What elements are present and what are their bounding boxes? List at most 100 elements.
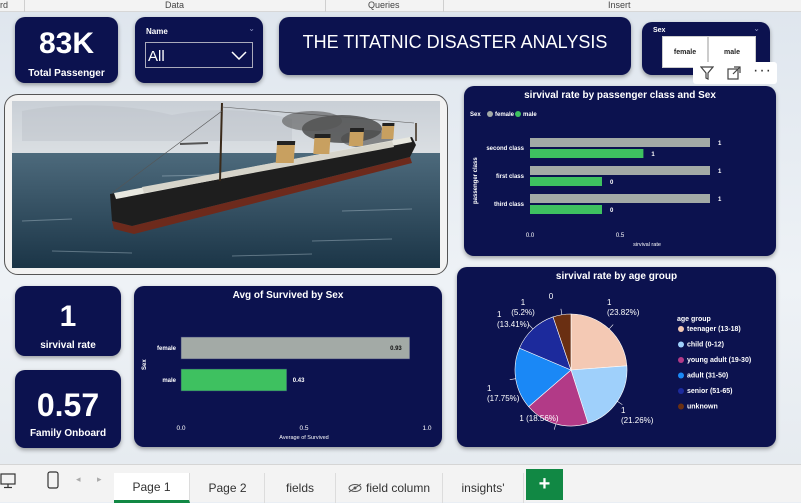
slicer-collapse-icon[interactable]: ⌄ xyxy=(248,24,255,33)
data-label: 1 (18.56%) xyxy=(519,414,558,423)
ribbon: rd Data Queries Insert xyxy=(0,0,801,12)
legend-title: Sex xyxy=(470,112,481,118)
tab-field-column-label: field column xyxy=(365,481,431,495)
tab-insights[interactable]: insights' xyxy=(443,473,524,503)
data-label: 1 xyxy=(651,152,655,158)
name-slicer-label: Name xyxy=(146,27,168,36)
y-axis-title: passenger class xyxy=(473,157,479,204)
x-tick-label: 0.5 xyxy=(299,425,308,432)
bar-female[interactable] xyxy=(530,138,710,147)
pie-slice[interactable] xyxy=(552,313,572,371)
bar-male[interactable] xyxy=(530,149,644,158)
tab-page-1[interactable]: Page 1 xyxy=(114,473,190,503)
sex-slicer-label: Sex xyxy=(653,27,666,34)
bar-male[interactable] xyxy=(180,368,288,392)
y-tick-label: male xyxy=(162,378,176,384)
leader-line xyxy=(560,308,563,315)
report-title: THE TITATNIC DISASTER ANALYSIS xyxy=(302,32,608,52)
kpi-family-onboard-card[interactable]: 0.57 Family Onboard xyxy=(15,370,121,448)
mobile-view-icon[interactable] xyxy=(47,471,59,489)
data-label: 1 xyxy=(718,197,722,203)
avg-survived-chart-card[interactable]: Avg of Survived by Sex Sex female 0.93 mal… xyxy=(134,286,442,447)
x-tick-label: 0.0 xyxy=(526,233,535,239)
x-tick-label: 0.0 xyxy=(176,425,185,432)
kpi-total-passenger-card[interactable]: 83K Total Passenger xyxy=(15,17,118,83)
legend-female-label: female xyxy=(495,112,515,118)
leader-line xyxy=(608,324,614,330)
data-label: 1 xyxy=(718,141,722,147)
y-tick-label: third class xyxy=(494,202,525,208)
slicer-collapse-icon[interactable]: ⌄ xyxy=(753,24,760,33)
legend-label: teenager (13-18) xyxy=(687,326,741,333)
data-label: 1 xyxy=(607,298,612,307)
data-label: 1 xyxy=(718,169,722,175)
leader-line xyxy=(528,324,534,330)
bar-male[interactable] xyxy=(530,205,602,214)
legend-male-label: male xyxy=(523,112,537,118)
kpi-total-passenger-value: 83K xyxy=(38,27,95,60)
ribbon-queries-group[interactable]: Queries xyxy=(368,0,400,10)
leader-line xyxy=(617,401,623,405)
data-label: 1 xyxy=(497,310,502,319)
leader-line xyxy=(553,423,557,430)
name-dropdown[interactable]: All xyxy=(145,42,253,68)
legend-label: senior (51-65) xyxy=(687,388,733,395)
kpi-survival-rate-card[interactable]: 1 sirvival rate xyxy=(15,286,121,356)
legend-male-marker xyxy=(515,111,521,117)
data-label: (5.2%) xyxy=(511,308,535,317)
desktop-view-icon[interactable] xyxy=(0,473,18,489)
more-options-icon[interactable]: ··· xyxy=(753,62,772,79)
visual-header: ··· xyxy=(693,62,777,84)
sex-slicer[interactable]: Sex ⌄ female male xyxy=(642,22,770,75)
bar-male[interactable] xyxy=(530,177,602,186)
age-group-pie-chart: 1(23.82%)1(21.26%)1 (18.56%)1(17.75%)1(1… xyxy=(487,292,751,430)
age-group-pie-card[interactable]: sirvival rate by age group 1 (23.82%) 1 (21… xyxy=(457,267,776,447)
data-label: 1 xyxy=(487,384,492,393)
chart-title: sirvival rate by passenger class and Sex xyxy=(524,90,716,101)
name-slicer[interactable]: Name ⌄ All xyxy=(135,17,263,83)
pie-slice[interactable] xyxy=(570,365,628,424)
x-tick-label: 0.5 xyxy=(616,233,625,239)
ribbon-fragment: rd xyxy=(0,0,9,10)
kpi-survival-rate-value: 1 xyxy=(59,300,77,333)
legend-marker xyxy=(678,403,684,410)
tab-fields[interactable]: fields xyxy=(265,473,336,503)
focus-mode-icon[interactable] xyxy=(727,66,741,80)
tab-scroll-right-icon[interactable]: ▸ xyxy=(97,474,102,484)
bar-female[interactable] xyxy=(530,166,710,175)
filter-icon[interactable] xyxy=(700,66,714,80)
chart-title: Avg of Survived by Sex xyxy=(232,290,344,301)
bar-female[interactable] xyxy=(530,194,710,203)
data-label: 0 xyxy=(610,180,614,186)
report-title-card: THE TITATNIC DISASTER ANALYSIS xyxy=(279,17,631,75)
legend-label: young adult (19-30) xyxy=(687,357,751,364)
add-page-button[interactable]: + xyxy=(526,469,563,500)
x-axis-title: Average of Survived xyxy=(279,435,328,441)
legend-female-marker xyxy=(487,111,493,117)
pie-slice[interactable] xyxy=(570,313,628,371)
data-label: (17.75%) xyxy=(487,394,520,403)
ribbon-data-group[interactable]: Data xyxy=(165,0,185,10)
class-sex-bar-chart: Sex female male passenger class second c… xyxy=(470,111,722,248)
tab-page-2[interactable]: Page 2 xyxy=(191,473,265,503)
tab-scroll-left-icon[interactable]: ◂ xyxy=(76,474,81,484)
y-axis-title: Sex xyxy=(142,359,148,370)
class-sex-chart-card[interactable]: sirvival rate by passenger class and Sex… xyxy=(464,86,776,256)
legend-label: adult (31-50) xyxy=(687,373,728,380)
legend-marker xyxy=(678,326,684,332)
pie-slice[interactable] xyxy=(514,347,572,408)
legend-marker xyxy=(678,341,684,348)
data-label: 0 xyxy=(549,292,554,301)
legend-label: unknown xyxy=(687,404,718,411)
ribbon-insert-group[interactable]: Insert xyxy=(608,0,631,10)
bar-female[interactable] xyxy=(180,336,411,360)
data-label: 1 xyxy=(521,298,526,307)
data-label: 0.43 xyxy=(293,378,305,384)
name-dropdown-value: All xyxy=(148,48,165,65)
pie-slice[interactable] xyxy=(528,369,589,427)
tab-field-column[interactable]: field column xyxy=(336,473,443,503)
kpi-family-onboard-label: Family Onboard xyxy=(29,428,107,439)
legend-marker xyxy=(678,388,684,394)
y-tick-label: first class xyxy=(496,174,525,180)
y-tick-label: second class xyxy=(486,146,524,152)
